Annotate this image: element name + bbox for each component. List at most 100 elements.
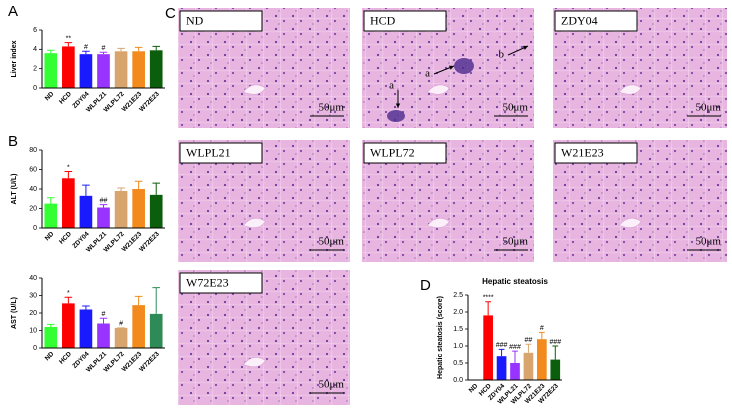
error-bar [538,331,545,340]
vessel [242,357,266,368]
y-tick-label: 2.5 [453,292,463,299]
infiltrate [387,110,405,122]
annotation: a [425,68,430,80]
y-tick-label: 2.0 [453,309,463,316]
vessel [426,217,450,228]
y-tick-label: 0.5 [453,360,463,367]
error-bar [117,47,125,52]
error-bar [152,287,161,314]
error-bar [64,170,73,179]
y-tick-label: 0 [33,345,37,352]
vessel [426,84,450,95]
y-tick-label: 0 [33,85,37,92]
micrograph-label: ND [186,13,204,27]
bar [79,195,93,228]
axes [467,295,562,381]
arrow-head [449,65,454,70]
y-tick-label: 2 [33,66,37,73]
annotation: b [499,49,505,61]
y-tick-label: 60 [29,166,37,173]
x-tick-label: W72E23 [138,230,161,253]
y-tick-label: 20 [29,205,37,212]
axes [41,278,165,349]
bar [496,356,507,380]
bar [79,309,93,348]
arrow-head [395,103,401,108]
y-tick-label: 30 [29,292,37,299]
error-bar [525,343,532,353]
chart-title: Hepatic steatosis [482,277,548,286]
x-tick-label: HCD [58,90,73,105]
y-tick-label: 0.0 [453,377,463,384]
error-bar [134,180,143,189]
x-tick-label: ND [468,382,480,394]
y-tick-label: 6 [33,27,37,34]
bar [114,190,128,228]
x-tick-label: W72E23 [138,90,161,113]
y-tick-label: 40 [29,275,37,282]
y-tick-label: 1.0 [453,343,463,350]
y-tick-label: 40 [29,186,37,193]
label-box [179,272,263,294]
micrograph-label: WLPL21 [186,145,231,159]
error-bar [134,295,143,306]
label-box [179,10,263,32]
axes [41,30,165,89]
bar [44,203,58,228]
significance-mark: **** [483,295,494,302]
scale-label: 50μm [696,102,722,114]
bar [44,53,58,88]
panel-label: B [8,133,18,150]
bar [483,315,493,380]
vessel [242,217,266,228]
error-bar [485,301,492,316]
scale-label: 50μm [319,102,345,114]
axes [41,150,165,229]
significance-mark: # [84,44,88,51]
panel-label: C [165,5,176,22]
error-bar [152,182,161,195]
y-tick-label: 80 [29,147,37,154]
y-tick-label: 10 [29,327,37,334]
micrograph-label: HCD [370,13,396,27]
scale-label: 50μm [319,236,345,248]
label-box [554,10,638,32]
bar [97,207,110,228]
error-bar [82,50,90,55]
x-tick-label: HCD [58,350,73,365]
scale-label: 50μm [319,379,345,391]
error-bar [99,204,108,208]
label-box [363,142,447,164]
bar [523,352,534,380]
x-tick-label: W72E23 [138,350,161,373]
significance-mark: ## [525,337,533,344]
significance-mark: # [102,311,106,318]
error-bar [498,348,505,357]
vessel [242,84,266,95]
bar [62,178,75,228]
significance-mark: ### [509,344,521,351]
bar [550,359,561,380]
significance-mark: ### [496,342,508,349]
micrograph-label: WLPL72 [370,145,415,159]
y-axis-label: Liver index [11,40,18,77]
arrow-head [523,45,528,50]
bar [97,54,110,88]
bar [132,189,145,228]
y-axis-label: ALT (U/L) [11,174,18,205]
y-axis-label: Hepatic steatosis (score) [437,296,444,379]
panel-label: D [420,277,431,294]
label-box [363,10,447,32]
bar [149,50,163,88]
error-bar [512,350,518,363]
error-bar [134,46,143,52]
significance-mark: ** [66,35,72,42]
error-bar [152,45,161,51]
y-tick-label: 1.5 [453,326,463,333]
error-bar [46,49,55,54]
error-bar [64,42,73,47]
error-bar [46,197,55,204]
x-tick-label: ND [44,350,56,362]
error-bar [82,184,90,196]
significance-mark: # [102,45,106,52]
